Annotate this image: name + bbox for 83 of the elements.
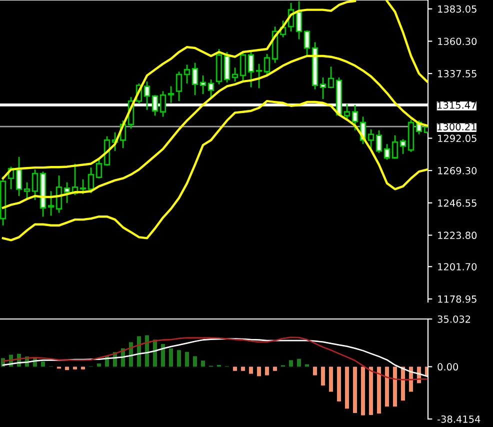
bar — [305, 364, 309, 367]
bar — [177, 350, 181, 367]
bar — [313, 366, 317, 376]
bar — [257, 366, 261, 376]
candlestick — [400, 138, 406, 155]
bar — [65, 366, 69, 370]
candlestick — [304, 30, 310, 57]
bar — [329, 366, 333, 392]
candlestick — [344, 103, 350, 122]
ref-line-label: 1315.47 — [438, 101, 476, 109]
y-tick-label: 1269.30 — [438, 167, 477, 174]
candlestick — [88, 166, 94, 194]
bar — [201, 360, 205, 367]
bar — [249, 366, 253, 374]
candlestick — [376, 130, 382, 154]
bar — [337, 366, 341, 402]
y-tick-label: 1337.55 — [438, 70, 476, 78]
candlestick — [384, 143, 390, 160]
bar — [289, 360, 293, 367]
candlestick — [392, 134, 398, 160]
bar — [241, 366, 245, 371]
bar — [169, 348, 173, 367]
candlestick — [224, 51, 230, 84]
bar — [353, 366, 357, 413]
line-series — [2, 100, 428, 242]
candlestick — [48, 190, 54, 216]
y-tick-label: 1292.05 — [438, 134, 476, 142]
y-tick-label: 1360.30 — [438, 38, 477, 46]
y-tick-label: 1178.95 — [438, 295, 476, 303]
candlestick — [32, 168, 38, 201]
bar — [193, 356, 197, 367]
candlestick — [16, 156, 22, 197]
candlestick — [200, 74, 206, 95]
candlestick — [24, 182, 30, 200]
candlestick — [264, 53, 270, 76]
candlestick — [208, 78, 214, 99]
candlestick — [144, 80, 150, 111]
y-tick-label: 1223.80 — [438, 232, 477, 240]
bar — [401, 366, 405, 401]
bar — [273, 366, 277, 371]
bar — [81, 366, 85, 370]
candlestick — [352, 104, 358, 132]
candlestick — [96, 159, 102, 180]
candlestick — [320, 76, 326, 100]
bar — [377, 366, 381, 414]
bar — [233, 366, 237, 371]
candlestick — [240, 51, 246, 82]
candlestick — [152, 94, 158, 116]
candlestick — [160, 90, 166, 118]
y-tick-label: 1246.55 — [438, 199, 476, 207]
y-tick-label: -38.4154 — [438, 415, 480, 423]
candlestick — [296, 0, 302, 40]
bar — [137, 336, 141, 367]
bar — [145, 335, 149, 367]
y-tick-label: 35.032 — [438, 315, 470, 323]
bar — [361, 366, 365, 416]
y-tick-label: 1201.70 — [438, 263, 477, 270]
bar — [185, 352, 189, 367]
candlestick — [328, 66, 334, 89]
candlestick — [192, 62, 198, 96]
candlestick — [256, 63, 262, 89]
candlestick — [232, 66, 238, 82]
candlestick — [80, 178, 86, 195]
candlestick — [248, 50, 254, 88]
bar — [97, 363, 101, 367]
y-tick-label: 0.00 — [438, 363, 458, 371]
candlestick — [176, 70, 182, 102]
bar — [41, 361, 45, 367]
candlestick — [368, 128, 374, 150]
bar — [393, 366, 397, 407]
bar — [297, 358, 301, 367]
y-tick-label: 1383.05 — [438, 5, 476, 13]
ref-line-label: 1300.21 — [438, 123, 476, 130]
candlestick — [168, 86, 174, 104]
bar — [265, 366, 269, 376]
bar — [321, 366, 325, 386]
bar — [369, 366, 373, 416]
bar — [73, 366, 77, 370]
candlestick — [184, 64, 190, 84]
bar — [345, 366, 349, 409]
candlestick — [64, 182, 70, 204]
bar — [385, 366, 389, 407]
bar — [161, 344, 165, 367]
